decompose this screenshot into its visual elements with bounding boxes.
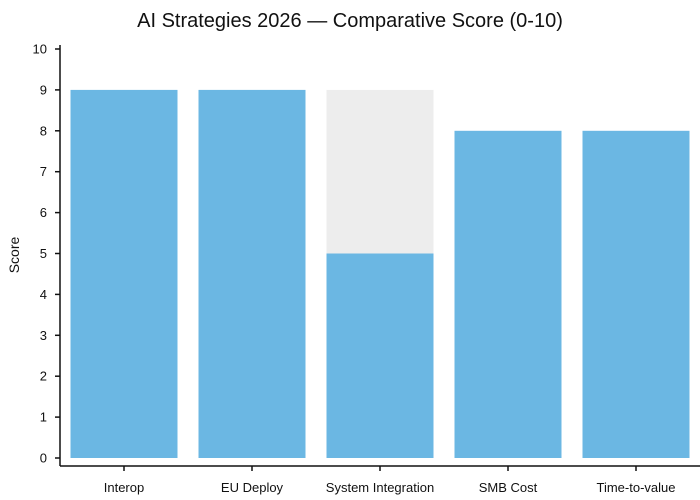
y-axis-label: Score (6, 237, 22, 274)
x-tick-label-2: System Integration (326, 480, 434, 495)
y-tick-label-2: 2 (40, 369, 47, 384)
y-tick-label-0: 0 (40, 451, 47, 466)
x-tick-label-4: Time-to-value (597, 480, 676, 495)
y-tick-label-5: 5 (40, 246, 47, 261)
x-tick-label-3: SMB Cost (479, 480, 538, 495)
bar-2 (326, 253, 434, 458)
plot-area: Interop EU Deploy System Integration SMB Co… (33, 42, 700, 495)
y-tick-label-3: 3 (40, 328, 47, 343)
x-tick-label-0: Interop (104, 480, 144, 495)
y-tick-label-7: 7 (40, 164, 47, 179)
y-tick-label-4: 4 (40, 287, 47, 302)
chart-title: AI Strategies 2026 — Comparative Score (… (137, 10, 563, 32)
bar-0 (70, 89, 178, 459)
y-tick-label-1: 1 (40, 410, 47, 425)
bar-3 (454, 130, 562, 459)
bar-1 (198, 89, 306, 459)
x-tick-label-1: EU Deploy (221, 480, 284, 495)
y-tick-label-6: 6 (40, 205, 47, 220)
y-tick-label-8: 8 (40, 123, 47, 138)
bar-4 (582, 130, 690, 459)
y-tick-label-10: 10 (33, 42, 47, 57)
y-tick-label-9: 9 (40, 82, 47, 97)
